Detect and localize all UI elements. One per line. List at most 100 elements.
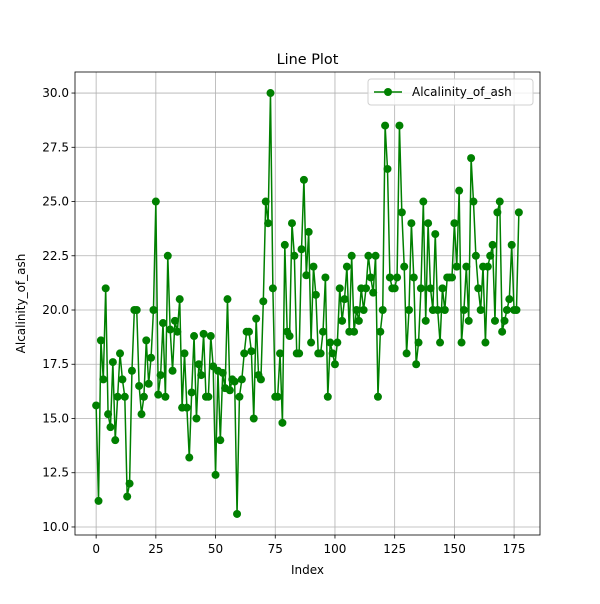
data-point bbox=[252, 314, 261, 323]
x-tick-label: 100 bbox=[324, 542, 347, 556]
x-tick-label: 25 bbox=[148, 542, 163, 556]
data-point bbox=[192, 414, 201, 423]
data-point bbox=[123, 492, 132, 501]
data-point bbox=[350, 327, 359, 336]
data-point bbox=[96, 336, 105, 345]
data-point bbox=[452, 262, 461, 271]
data-point bbox=[116, 349, 125, 358]
data-point bbox=[161, 392, 170, 401]
data-point bbox=[486, 251, 495, 260]
data-point bbox=[438, 284, 447, 293]
data-point bbox=[185, 453, 194, 462]
data-point bbox=[273, 392, 282, 401]
data-point bbox=[483, 262, 492, 271]
data-point bbox=[342, 262, 351, 271]
data-point bbox=[147, 353, 156, 362]
data-point bbox=[264, 219, 273, 228]
data-point bbox=[400, 262, 409, 271]
data-point bbox=[135, 381, 144, 390]
data-point bbox=[197, 371, 206, 380]
data-point bbox=[104, 410, 113, 419]
data-point bbox=[476, 306, 485, 315]
data-point bbox=[230, 377, 239, 386]
data-point bbox=[407, 219, 416, 228]
data-point bbox=[151, 197, 160, 206]
data-point bbox=[111, 436, 120, 445]
data-point bbox=[156, 371, 165, 380]
data-point bbox=[175, 295, 184, 304]
y-tick-label: 25.0 bbox=[42, 195, 69, 209]
data-point bbox=[376, 327, 385, 336]
y-tick-label: 27.5 bbox=[42, 140, 69, 154]
data-point bbox=[455, 186, 464, 195]
data-point bbox=[163, 251, 172, 260]
data-point bbox=[467, 154, 476, 163]
data-point bbox=[431, 230, 440, 239]
data-point bbox=[330, 360, 339, 369]
data-point bbox=[170, 316, 179, 325]
data-point bbox=[481, 338, 490, 347]
data-point bbox=[469, 197, 478, 206]
data-point bbox=[416, 284, 425, 293]
data-point bbox=[335, 284, 344, 293]
data-point bbox=[409, 273, 418, 282]
data-point bbox=[256, 375, 265, 384]
data-point bbox=[137, 410, 146, 419]
y-tick-label: 15.0 bbox=[42, 411, 69, 425]
data-point bbox=[154, 390, 163, 399]
data-point bbox=[211, 470, 220, 479]
data-point bbox=[159, 319, 168, 328]
data-point bbox=[373, 392, 382, 401]
data-point bbox=[464, 316, 473, 325]
data-point bbox=[223, 295, 232, 304]
data-point bbox=[440, 306, 449, 315]
data-point bbox=[393, 273, 402, 282]
y-tick-label: 30.0 bbox=[42, 86, 69, 100]
legend-box bbox=[367, 78, 534, 106]
data-point bbox=[276, 349, 285, 358]
data-point bbox=[354, 316, 363, 325]
data-point bbox=[323, 392, 332, 401]
data-point bbox=[106, 423, 115, 432]
data-point bbox=[419, 197, 428, 206]
data-point bbox=[204, 392, 213, 401]
data-point bbox=[319, 327, 328, 336]
data-point bbox=[142, 336, 151, 345]
data-point bbox=[297, 245, 306, 254]
data-point bbox=[309, 262, 318, 271]
data-point bbox=[125, 479, 134, 488]
data-point bbox=[92, 401, 101, 410]
data-point bbox=[424, 219, 433, 228]
data-point bbox=[378, 306, 387, 315]
data-point bbox=[216, 436, 225, 445]
data-point bbox=[127, 366, 136, 375]
data-point bbox=[240, 349, 249, 358]
data-point bbox=[459, 306, 468, 315]
data-point bbox=[237, 375, 246, 384]
data-point bbox=[359, 306, 368, 315]
data-point bbox=[280, 240, 289, 249]
data-point bbox=[340, 295, 349, 304]
x-tick-label: 75 bbox=[268, 542, 283, 556]
data-point bbox=[462, 262, 471, 271]
data-point bbox=[144, 379, 153, 388]
data-point bbox=[421, 316, 430, 325]
y-axis-label: Alcalinity_of_ash bbox=[14, 254, 28, 354]
data-point bbox=[450, 219, 459, 228]
data-point bbox=[495, 197, 504, 206]
y-tick-label: 20.0 bbox=[42, 303, 69, 317]
data-point bbox=[206, 332, 215, 341]
data-point bbox=[502, 306, 511, 315]
data-point bbox=[385, 273, 394, 282]
y-tick-label: 10.0 bbox=[42, 520, 69, 534]
plot-frame bbox=[74, 71, 541, 536]
data-point bbox=[390, 284, 399, 293]
data-point bbox=[225, 386, 234, 395]
data-point bbox=[182, 403, 191, 412]
data-point bbox=[290, 251, 299, 260]
data-point bbox=[94, 496, 103, 505]
data-point bbox=[101, 284, 110, 293]
data-point bbox=[268, 284, 277, 293]
x-tick-label: 175 bbox=[503, 542, 526, 556]
data-point bbox=[493, 208, 502, 217]
